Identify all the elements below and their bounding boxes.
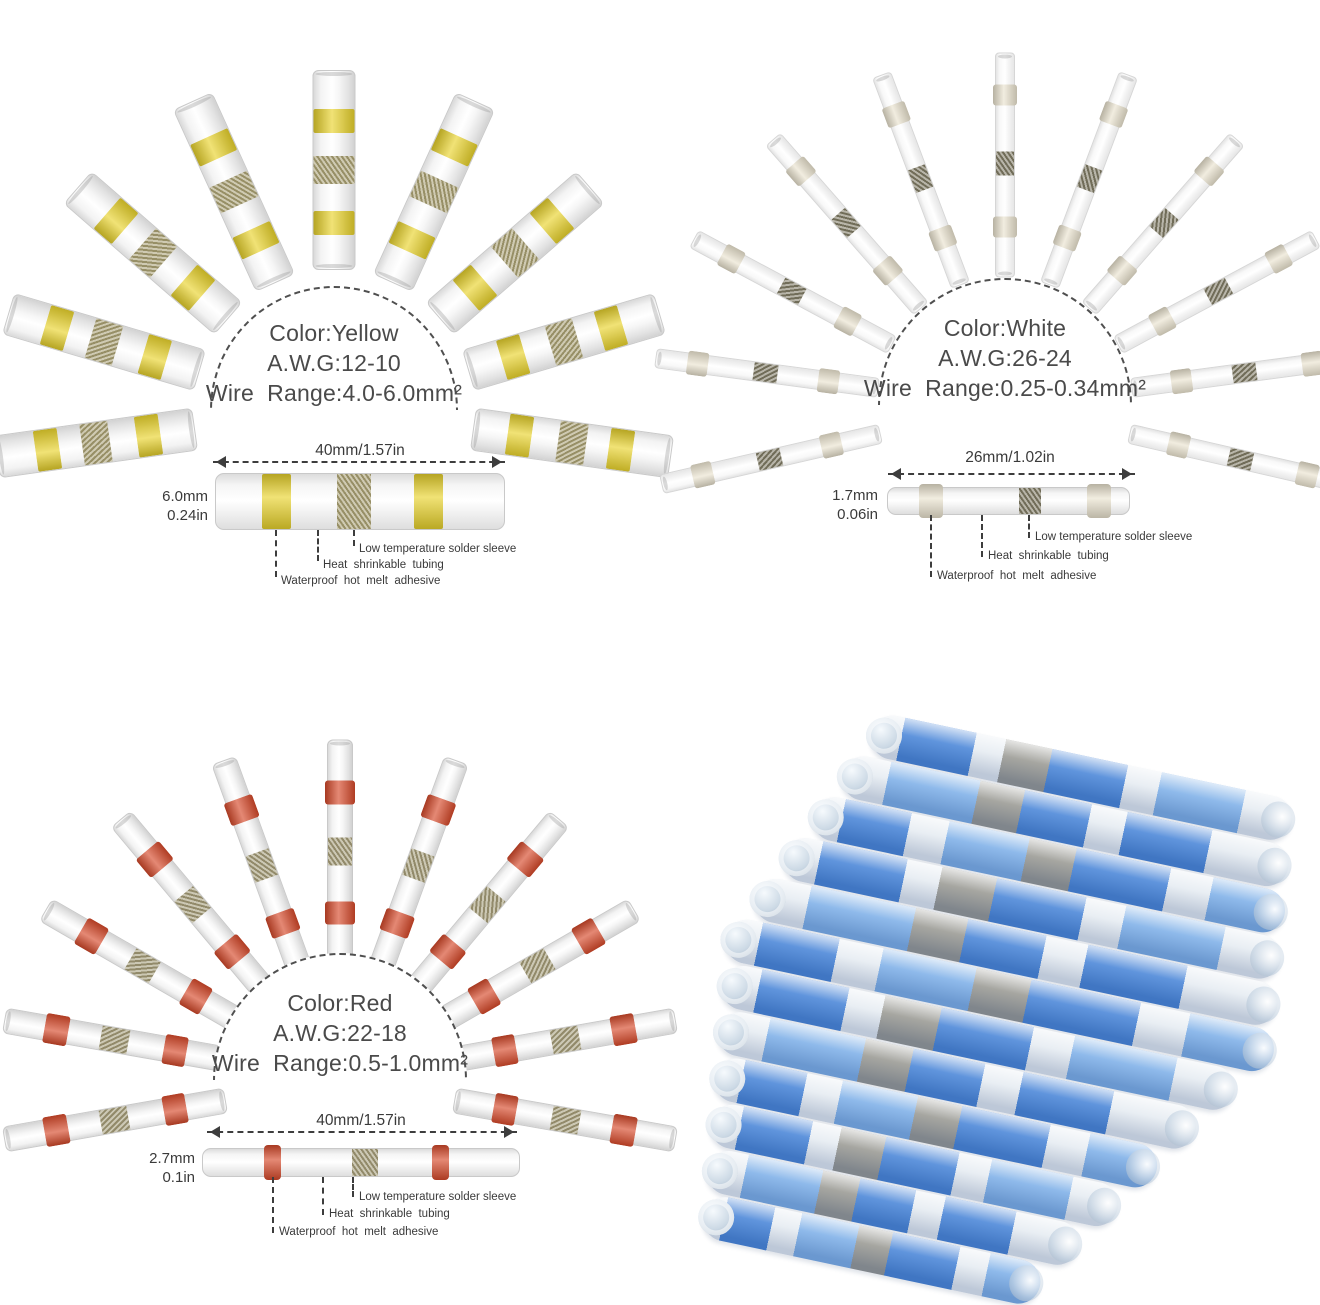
- adhesive-ring: [992, 84, 1018, 106]
- callout-heat-shrink-tubing: Heat shrinkable tubing: [988, 550, 1109, 562]
- adhesive-ring: [325, 901, 355, 925]
- adhesive-ring: [992, 216, 1018, 238]
- spec-color-label: Color:White: [943, 315, 1067, 341]
- diameter-dimension-label: 6.0mm 0.24in: [146, 487, 208, 525]
- solder-ring: [337, 474, 371, 529]
- leader-line-tubing: [981, 515, 983, 557]
- spec-awg-label: A.W.G:26-24: [938, 345, 1072, 371]
- tube-end-cap: [1250, 890, 1292, 934]
- blue-connector-pile-photo: [690, 672, 1320, 1305]
- callout-hot-melt-adhesive: Waterproof hot melt adhesive: [281, 575, 441, 587]
- callout-heat-shrink-tubing: Heat shrinkable tubing: [323, 559, 444, 571]
- leader-line-adhesive: [272, 1177, 274, 1233]
- adhesive-ring: [313, 210, 355, 236]
- solder-ring: [352, 1149, 378, 1176]
- tube-end-cap: [1044, 1223, 1086, 1266]
- tube-end-cap: [1083, 1184, 1125, 1227]
- callout-hot-melt-adhesive: Waterproof hot melt adhesive: [279, 1226, 439, 1238]
- solder-ring: [313, 156, 355, 184]
- adhesive-ring: [313, 108, 355, 134]
- adhesive-ring: [432, 1145, 449, 1180]
- adhesive-ring: [264, 1145, 281, 1180]
- adhesive-ring: [414, 474, 443, 529]
- tube-end-cap: [1243, 983, 1284, 1026]
- adhesive-ring: [1087, 484, 1111, 518]
- callout-solder-sleeve: Low temperature solder sleeve: [359, 543, 517, 555]
- diameter-mm-label: 2.7mm: [149, 1150, 195, 1167]
- spec-wire-range-label: Wire Range:0.25-0.34mm²: [863, 375, 1147, 401]
- diameter-dimension-label: 2.7mm 0.1in: [140, 1149, 195, 1187]
- leader-line-adhesive: [930, 515, 932, 577]
- callout-hot-melt-adhesive: Waterproof hot melt adhesive: [937, 570, 1097, 582]
- tube-end-cap: [1200, 1068, 1242, 1111]
- tube-end-cap: [1239, 1029, 1281, 1072]
- spec-color-label: Color:Yellow: [269, 320, 399, 346]
- leader-line-adhesive: [275, 530, 277, 577]
- length-dimension-label: 40mm/1.57in: [316, 1112, 406, 1129]
- tube-end-cap: [1161, 1107, 1203, 1150]
- solder-ring: [1019, 488, 1041, 514]
- connector-yellow: [312, 70, 356, 270]
- length-dimension-label: 26mm/1.02in: [965, 449, 1055, 466]
- diameter-mm-label: 1.7mm: [832, 487, 878, 504]
- pile-rotor: [559, 672, 1316, 1305]
- callout-solder-sleeve: Low temperature solder sleeve: [1035, 531, 1193, 543]
- leader-line-solder: [353, 530, 355, 546]
- leader-line-solder: [1028, 515, 1030, 538]
- diameter-in-label: 0.06in: [837, 506, 878, 523]
- callout-solder-sleeve: Low temperature solder sleeve: [359, 1191, 517, 1203]
- tube-end-cap: [1122, 1145, 1164, 1189]
- tube-end-cap: [1005, 1262, 1047, 1305]
- tube-end-cap: [1257, 798, 1299, 841]
- solder-ring: [328, 837, 352, 866]
- diameter-mm-label: 6.0mm: [162, 488, 208, 505]
- leader-line-tubing: [317, 530, 319, 561]
- diameter-dimension-label: 1.7mm 0.06in: [816, 486, 878, 524]
- spec-wire-range-label: Wire Range:0.5-1.0mm²: [211, 1050, 469, 1076]
- adhesive-ring: [325, 780, 355, 805]
- diameter-in-label: 0.1in: [162, 1169, 195, 1186]
- dimension-connector-drawing: [215, 473, 505, 530]
- connector-white: [992, 52, 1018, 278]
- leader-line-solder: [352, 1177, 354, 1197]
- dimension-connector-drawing: [202, 1145, 520, 1180]
- spec-wire-range-label: Wire Range:4.0-6.0mm²: [205, 380, 463, 406]
- adhesive-ring: [919, 484, 943, 518]
- diameter-in-label: 0.24in: [167, 507, 208, 524]
- length-dimension-arrow: [888, 468, 1135, 480]
- connector-red: [325, 739, 355, 965]
- dimension-connector-drawing: [887, 484, 1130, 518]
- callout-heat-shrink-tubing: Heat shrinkable tubing: [329, 1208, 450, 1220]
- spec-awg-label: A.W.G:12-10: [267, 350, 401, 376]
- leader-line-tubing: [322, 1177, 324, 1215]
- solder-ring: [996, 151, 1014, 176]
- length-dimension-arrow: [213, 456, 505, 468]
- adhesive-ring: [262, 474, 291, 529]
- length-dimension-label: 40mm/1.57in: [315, 442, 405, 459]
- spec-awg-label: A.W.G:22-18: [273, 1020, 407, 1046]
- tube-end-cap: [1246, 937, 1288, 980]
- length-dimension-arrow: [207, 1126, 517, 1138]
- tube-end-cap: [1254, 844, 1295, 887]
- spec-color-label: Color:Red: [287, 990, 393, 1016]
